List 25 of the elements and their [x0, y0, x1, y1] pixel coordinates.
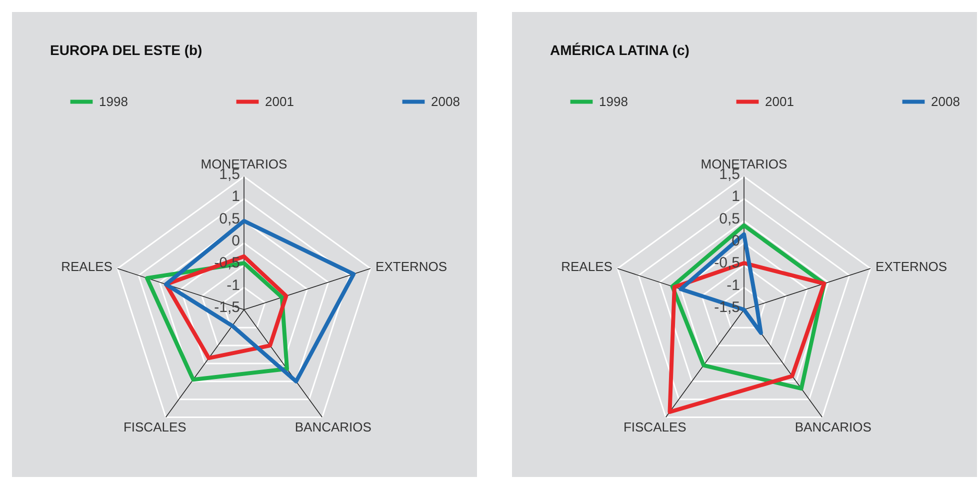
y-tick-label: 0,5	[219, 210, 240, 228]
y-tick-label: -1	[726, 276, 740, 294]
chart-title: AMÉRICA LATINA (c)	[550, 42, 690, 58]
legend-label: 1998	[599, 94, 628, 109]
spoke-label: REALES	[561, 258, 613, 274]
spoke-label: FISCALES	[123, 420, 187, 435]
legend-label: 2008	[431, 94, 460, 109]
spoke-label: BANCARIOS	[294, 420, 372, 435]
spoke-label: BANCARIOS	[794, 420, 872, 435]
y-tick-label: 0	[232, 232, 240, 250]
y-tick-label: -1,5	[214, 299, 240, 316]
y-tick-label: -1	[226, 276, 240, 294]
y-tick-label: 1	[732, 188, 740, 206]
y-tick-label: 0,5	[719, 210, 740, 228]
spoke-label: EXTERNOS	[376, 258, 448, 274]
legend-label: 2001	[265, 94, 294, 109]
spoke-label: EXTERNOS	[876, 258, 948, 274]
legend-label: 2008	[931, 94, 960, 109]
y-tick-label: 1	[232, 188, 240, 206]
legend-label: 1998	[99, 94, 128, 109]
legend-label: 2001	[765, 94, 794, 109]
spoke-label: FISCALES	[623, 420, 687, 435]
chart-title: EUROPA DEL ESTE (b)	[50, 42, 202, 58]
spoke-label: REALES	[61, 258, 113, 274]
y-tick-label: -0,5	[214, 254, 240, 272]
